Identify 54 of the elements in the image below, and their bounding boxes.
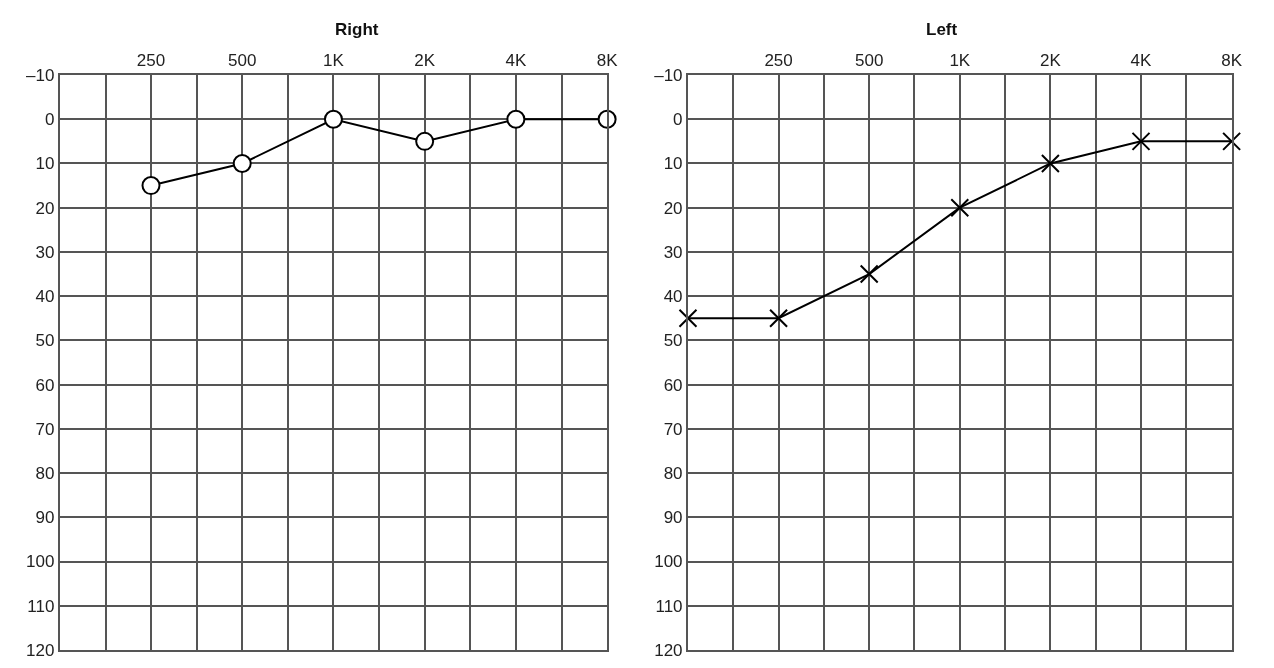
y-tick-label: 50 xyxy=(663,331,683,351)
y-tick-label: 80 xyxy=(663,464,683,484)
point xyxy=(415,131,435,151)
point xyxy=(1131,131,1151,151)
y-tick-label: 40 xyxy=(35,287,55,307)
y-tick-label: 70 xyxy=(35,419,55,439)
point xyxy=(769,308,789,328)
y-tick-label: 40 xyxy=(663,287,683,307)
x-tick-label: 500 xyxy=(228,51,257,71)
point xyxy=(859,264,879,284)
y-tick-label: 120 xyxy=(25,640,55,660)
point xyxy=(506,109,526,129)
point xyxy=(141,176,161,196)
y-tick-label: 90 xyxy=(663,508,683,528)
y-tick-label: 10 xyxy=(35,154,55,174)
y-tick-label: –10 xyxy=(654,65,683,85)
y-tick-label: 110 xyxy=(655,596,683,616)
y-tick-label: 80 xyxy=(35,464,55,484)
y-tick-label: 100 xyxy=(654,552,683,572)
point xyxy=(950,198,970,218)
x-tick-label: 250 xyxy=(764,51,793,71)
point xyxy=(323,109,343,129)
point xyxy=(1222,131,1242,151)
x-tick-label: 1K xyxy=(949,51,971,71)
y-tick-label: 110 xyxy=(27,596,55,616)
x-tick-label: 2K xyxy=(1040,51,1062,71)
y-tick-label: 30 xyxy=(663,242,683,262)
x-tick-label: 1K xyxy=(323,51,345,71)
point xyxy=(678,308,698,328)
x-tick-label: 2K xyxy=(414,51,436,71)
y-tick-label: 50 xyxy=(35,331,55,351)
x-tick-label: 8K xyxy=(1221,51,1243,71)
y-tick-label: 20 xyxy=(35,198,55,218)
y-tick-label: 20 xyxy=(663,198,683,218)
x-tick-label: 8K xyxy=(596,51,619,71)
y-tick-label: 90 xyxy=(35,508,55,528)
y-tick-label: 0 xyxy=(44,110,55,130)
x-tick-label: 500 xyxy=(855,51,884,71)
y-tick-label: 60 xyxy=(35,375,55,395)
chart-title: Right xyxy=(335,20,379,39)
y-tick-label: 10 xyxy=(663,154,683,174)
point xyxy=(1040,153,1060,173)
point xyxy=(232,153,252,173)
x-tick-label: 4K xyxy=(505,51,527,71)
y-tick-label: 100 xyxy=(25,552,55,572)
y-tick-label: 0 xyxy=(673,110,683,130)
x-tick-label: 250 xyxy=(136,51,166,71)
x-tick-label: 4K xyxy=(1130,51,1153,71)
y-tick-label: 60 xyxy=(663,375,683,395)
y-tick-label: 70 xyxy=(663,419,683,439)
y-tick-label: 120 xyxy=(654,640,683,660)
y-tick-label: 30 xyxy=(35,242,55,262)
y-tick-label: –10 xyxy=(25,65,55,85)
chart-title: Left xyxy=(926,20,958,39)
